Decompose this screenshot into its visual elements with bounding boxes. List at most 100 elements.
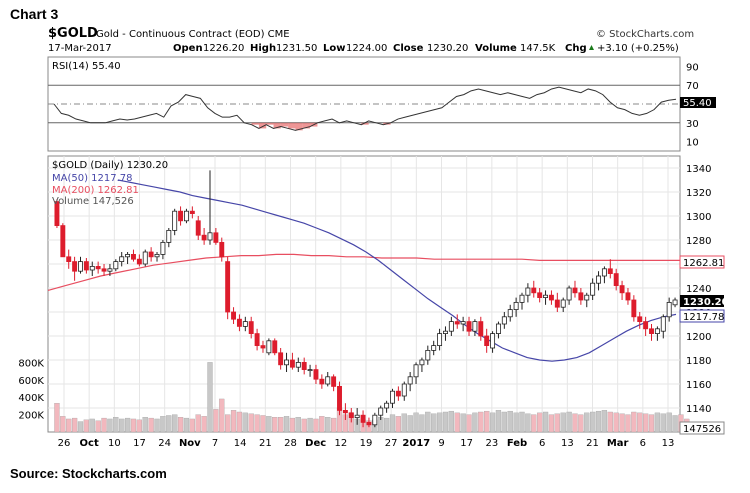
rsi-value-tag-text: 55.40 bbox=[683, 98, 712, 109]
volume-tag-box bbox=[679, 421, 725, 435]
candle-body bbox=[590, 282, 596, 296]
low-label: Low bbox=[323, 43, 345, 54]
close-tag-text: 1230.20 bbox=[683, 297, 729, 308]
volume-bar bbox=[248, 413, 254, 433]
volume-bar bbox=[554, 413, 560, 433]
source-caption: Source: Stockcharts.com bbox=[10, 466, 167, 481]
candle-body bbox=[596, 275, 601, 284]
candle-body bbox=[631, 299, 637, 318]
candle-body bbox=[413, 364, 419, 378]
volume-bar bbox=[154, 418, 160, 433]
candle-body bbox=[584, 294, 590, 301]
chart-caption-title: Chart 3 bbox=[10, 6, 59, 22]
volume-bar bbox=[537, 412, 543, 433]
x-tick-label: 13 bbox=[561, 438, 574, 449]
candle-body bbox=[572, 287, 578, 294]
rsi-oversold-fill bbox=[258, 122, 267, 129]
volume-bar bbox=[572, 413, 578, 433]
legend-volume: Volume 147,526 bbox=[52, 196, 134, 207]
price-tick-label: 1240 bbox=[686, 284, 711, 295]
volume-bar bbox=[148, 417, 154, 433]
candle-body bbox=[566, 287, 572, 301]
volume-bar bbox=[189, 418, 195, 433]
candle-body bbox=[207, 232, 213, 241]
volume-bar bbox=[95, 420, 101, 433]
candle-body bbox=[166, 229, 172, 243]
candle-body bbox=[142, 251, 148, 265]
brand-label: © StockCharts.com bbox=[596, 29, 694, 40]
candle-body bbox=[637, 316, 643, 322]
candle-body bbox=[225, 261, 231, 313]
volume-bar bbox=[219, 398, 225, 433]
volume-label: Volume bbox=[475, 43, 517, 54]
x-tick-label: 12 bbox=[334, 438, 347, 449]
volume-bar bbox=[666, 412, 672, 433]
candle-body bbox=[107, 268, 113, 272]
rsi-value-tag-box bbox=[680, 97, 716, 108]
volume-bar bbox=[119, 418, 125, 433]
x-tick-label: Dec bbox=[305, 438, 326, 449]
ma50-tag-text: 1217.78 bbox=[683, 312, 724, 323]
close-tag: 1230.20 bbox=[680, 295, 729, 308]
price-panel: 1140116011801200122012401260128013001320… bbox=[18, 155, 729, 449]
rsi-line bbox=[53, 86, 677, 131]
x-tick-label: 17 bbox=[460, 438, 473, 449]
volume-bar bbox=[195, 414, 201, 433]
open-label: Open bbox=[173, 43, 203, 54]
volume-bar bbox=[83, 419, 89, 433]
rsi-oversold-fill bbox=[302, 122, 311, 129]
candle-body bbox=[507, 309, 513, 318]
candle-body bbox=[319, 378, 325, 385]
volume-bar bbox=[519, 411, 525, 433]
candle-body bbox=[289, 359, 295, 368]
candle-body bbox=[101, 268, 107, 272]
volume-bar bbox=[325, 417, 331, 433]
candle-body bbox=[307, 369, 313, 372]
ma50-tag-box bbox=[679, 309, 725, 323]
volume-bar bbox=[542, 411, 549, 433]
x-tick-label: 2017 bbox=[402, 438, 430, 449]
candle-body bbox=[113, 261, 119, 270]
x-tick-label: 28 bbox=[284, 438, 297, 449]
volume-bar bbox=[160, 416, 166, 433]
candle-body bbox=[148, 251, 154, 258]
volume-bar bbox=[89, 418, 95, 433]
candle-body bbox=[384, 402, 390, 409]
price-tick-label: 1300 bbox=[686, 212, 711, 223]
candle-body bbox=[472, 321, 478, 332]
candle-body bbox=[219, 241, 225, 258]
candle-body bbox=[284, 359, 289, 366]
candle-body bbox=[266, 340, 272, 354]
candle-body bbox=[183, 210, 189, 222]
candle-body bbox=[554, 299, 560, 308]
volume-bar bbox=[501, 411, 507, 433]
candle-body bbox=[607, 268, 613, 274]
rsi-oversold-fill bbox=[273, 122, 281, 129]
close-label: Close bbox=[393, 43, 424, 54]
rsi-oversold-fill bbox=[280, 122, 289, 127]
candle-body bbox=[89, 265, 95, 271]
candle-body bbox=[119, 256, 125, 262]
candle-body bbox=[83, 261, 89, 271]
volume-bar bbox=[54, 403, 60, 433]
volume-tick-label: 400K bbox=[18, 393, 44, 404]
volume-bar bbox=[307, 417, 313, 433]
price-legend: $GOLD (Daily) 1230.20 MA(50) 1217.78 MA(… bbox=[52, 160, 168, 207]
candle-body bbox=[342, 409, 348, 414]
rsi-oversold-fill bbox=[295, 122, 303, 131]
candle-body bbox=[348, 412, 354, 418]
candle-body bbox=[443, 330, 448, 335]
rsi-tick-label: 10 bbox=[686, 138, 699, 149]
volume-bar bbox=[454, 412, 460, 433]
volume-bar bbox=[637, 412, 643, 433]
date-label: 17-Mar-2017 bbox=[48, 43, 112, 54]
volume-bar bbox=[595, 410, 602, 433]
candle-body bbox=[136, 258, 142, 265]
volume-bar bbox=[484, 410, 490, 433]
volume-bar bbox=[660, 413, 666, 433]
candle-body bbox=[525, 287, 531, 296]
rsi-oversold-fill bbox=[288, 122, 296, 129]
candle-body bbox=[72, 261, 78, 272]
candle-body bbox=[401, 383, 407, 397]
volume-bar bbox=[331, 417, 337, 433]
